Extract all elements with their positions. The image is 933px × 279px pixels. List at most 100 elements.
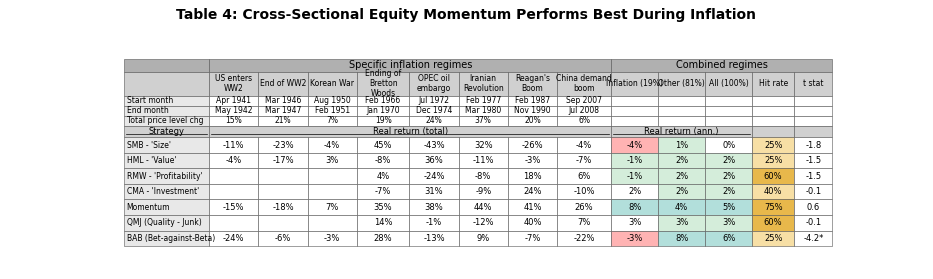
Bar — [258, 184, 308, 199]
Text: -15%: -15% — [223, 203, 244, 212]
Bar — [356, 153, 410, 168]
Bar — [658, 95, 705, 105]
Text: -3%: -3% — [524, 156, 540, 165]
Bar — [611, 199, 658, 215]
Bar — [794, 215, 832, 231]
Text: Combined regimes: Combined regimes — [675, 61, 768, 71]
Bar — [508, 168, 557, 184]
Bar — [459, 116, 508, 126]
Text: 4%: 4% — [376, 172, 390, 181]
Text: -4%: -4% — [324, 141, 341, 150]
Bar — [410, 137, 459, 153]
Text: -4.2*: -4.2* — [803, 234, 824, 243]
Bar — [258, 137, 308, 153]
Text: -4%: -4% — [576, 141, 592, 150]
Text: 24%: 24% — [523, 187, 542, 196]
Text: -22%: -22% — [574, 234, 595, 243]
Bar — [308, 215, 356, 231]
Text: OPEC oil
embargo: OPEC oil embargo — [417, 74, 452, 93]
Bar — [459, 231, 508, 246]
Text: -17%: -17% — [272, 156, 294, 165]
Text: 3%: 3% — [675, 218, 689, 227]
Bar — [124, 184, 209, 199]
Text: China demand
boom: China demand boom — [556, 74, 612, 93]
Text: 2%: 2% — [628, 187, 641, 196]
Bar — [508, 153, 557, 168]
Bar — [508, 137, 557, 153]
Text: End of WW2: End of WW2 — [259, 79, 306, 88]
Bar — [508, 215, 557, 231]
Bar — [611, 184, 658, 199]
Text: 25%: 25% — [764, 234, 783, 243]
Bar — [410, 153, 459, 168]
Bar — [124, 168, 209, 184]
Text: 0%: 0% — [722, 141, 735, 150]
Text: BAB (Bet-against-Beta): BAB (Bet-against-Beta) — [127, 234, 215, 243]
Bar — [459, 215, 508, 231]
Bar — [752, 184, 794, 199]
Text: Aug 1950: Aug 1950 — [313, 96, 351, 105]
Text: 25%: 25% — [764, 156, 783, 165]
Bar — [459, 105, 508, 116]
Text: Jul 1972: Jul 1972 — [419, 96, 450, 105]
Text: Apr 1941: Apr 1941 — [216, 96, 251, 105]
Text: Jul 2008: Jul 2008 — [568, 106, 600, 115]
Bar — [705, 72, 752, 95]
Bar — [459, 184, 508, 199]
Text: Table 4: Cross-Sectional Equity Momentum Performs Best During Inflation: Table 4: Cross-Sectional Equity Momentum… — [176, 8, 757, 22]
Bar — [356, 95, 410, 105]
Bar — [557, 231, 611, 246]
Bar — [209, 59, 611, 72]
Text: -1.5: -1.5 — [805, 172, 821, 181]
Bar — [557, 95, 611, 105]
Text: -23%: -23% — [272, 141, 294, 150]
Text: 36%: 36% — [425, 156, 443, 165]
Text: Specific inflation regimes: Specific inflation regimes — [349, 61, 472, 71]
Bar — [658, 72, 705, 95]
Bar — [705, 95, 752, 105]
Bar — [658, 116, 705, 126]
Text: 38%: 38% — [425, 203, 443, 212]
Bar — [794, 168, 832, 184]
Bar — [705, 231, 752, 246]
Text: CMA - 'Investment': CMA - 'Investment' — [127, 187, 199, 196]
Text: 18%: 18% — [523, 172, 542, 181]
Text: 15%: 15% — [226, 116, 243, 125]
Text: -43%: -43% — [424, 141, 445, 150]
Bar — [611, 231, 658, 246]
Text: 20%: 20% — [524, 116, 541, 125]
Text: 4%: 4% — [675, 203, 689, 212]
Text: -7%: -7% — [524, 234, 540, 243]
Text: 2%: 2% — [722, 172, 735, 181]
Text: -1%: -1% — [426, 218, 442, 227]
Text: 7%: 7% — [578, 218, 591, 227]
Bar — [209, 116, 258, 126]
Text: Dec 1974: Dec 1974 — [416, 106, 453, 115]
Bar — [356, 231, 410, 246]
Bar — [308, 153, 356, 168]
Bar — [705, 184, 752, 199]
Bar — [124, 231, 209, 246]
Bar — [124, 116, 209, 126]
Bar — [410, 95, 459, 105]
Bar — [658, 184, 705, 199]
Text: Feb 1977: Feb 1977 — [466, 96, 501, 105]
Text: -11%: -11% — [223, 141, 244, 150]
Bar — [356, 105, 410, 116]
Bar — [124, 95, 209, 105]
Bar — [508, 72, 557, 95]
Bar — [124, 153, 209, 168]
Bar — [752, 137, 794, 153]
Bar — [794, 153, 832, 168]
Text: 2%: 2% — [675, 187, 689, 196]
Bar — [794, 199, 832, 215]
Text: -3%: -3% — [324, 234, 341, 243]
Text: 40%: 40% — [523, 218, 542, 227]
Bar — [611, 59, 832, 72]
Bar — [705, 116, 752, 126]
Text: Mar 1946: Mar 1946 — [265, 96, 301, 105]
Bar — [752, 116, 794, 126]
Bar — [308, 168, 356, 184]
Text: -1%: -1% — [627, 156, 643, 165]
Bar — [410, 199, 459, 215]
